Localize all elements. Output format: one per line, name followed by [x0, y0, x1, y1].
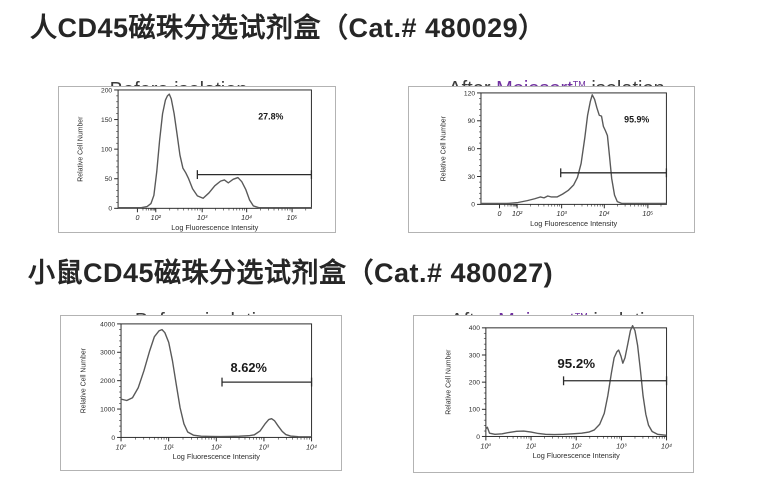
x-axis-label: Log Fluorescence Intensity	[530, 219, 617, 228]
panel-mouse-after: 0 100 200 300 400 10⁰ 10¹ 10² 10³ 10⁴ Log Fluoresc…	[413, 315, 694, 473]
x-tick-label: 10⁰	[116, 443, 127, 451]
x-tick-label: 10¹	[164, 443, 175, 451]
x-tick-label: 10²	[571, 442, 582, 450]
y-tick-label: 0	[471, 202, 475, 209]
gate-marker	[562, 376, 668, 386]
x-tick-label: 10³	[616, 442, 627, 450]
y-tick-label: 120	[464, 90, 475, 97]
y-tick-label: 3000	[100, 350, 115, 357]
x-tick-label: 10³	[259, 443, 270, 451]
histogram-curve	[485, 324, 667, 437]
y-tick-label: 150	[101, 117, 112, 124]
x-axis-label: Log Fluorescence Intensity	[173, 452, 261, 461]
percent-label: 27.8%	[258, 112, 283, 122]
plot-frame	[485, 327, 668, 437]
x-tick-label: 10¹	[526, 442, 537, 450]
y-axis-label: Relative Cell Number	[445, 349, 452, 415]
x-tick-label: 10⁴	[599, 210, 610, 218]
y-tick-label: 60	[468, 146, 476, 153]
trademark-symbol: TM	[572, 79, 586, 90]
histogram-curve	[120, 328, 312, 438]
y-tick-label: 4000	[100, 321, 115, 328]
section-title-human-cd45: 人CD45磁珠分选试剂盒（Cat.# 480029）	[30, 13, 546, 43]
x-tick-label: 10⁵	[642, 210, 653, 218]
x-tick-label: 10³	[197, 214, 208, 222]
y-tick-label: 50	[105, 176, 113, 183]
y-tick-label: 1000	[100, 406, 115, 413]
plot-frame	[480, 92, 667, 205]
percent-label: 95.9%	[624, 115, 649, 125]
plot-frame	[120, 323, 313, 438]
histogram-curve	[480, 94, 667, 205]
panel-human-after: 0 30 60 90 120 0 10² 10³ 10⁴ 10⁵ Log Fluorescence …	[408, 86, 695, 233]
percent-label: 8.62%	[231, 360, 268, 375]
gate-marker	[196, 170, 313, 180]
panel-human-before: 0 50 100 150 200 0 10² 10³ 10⁴ 10⁵ Log Fluorescenc…	[58, 86, 336, 233]
x-tick-label: 10²	[512, 210, 523, 218]
y-tick-label: 0	[476, 434, 480, 441]
x-tick-label: 10³	[557, 210, 568, 218]
y-tick-label: 30	[468, 174, 476, 181]
x-tick-label: 10²	[151, 214, 162, 222]
x-tick-label: 10⁴	[306, 443, 317, 451]
x-tick-label: 0	[135, 214, 139, 222]
x-tick-label: 10⁴	[241, 214, 252, 222]
x-axis-label: Log Fluorescence Intensity	[533, 451, 621, 460]
y-tick-label: 200	[469, 380, 480, 387]
histogram-curve	[118, 93, 312, 209]
histogram-mouse-before: 0 1000 2000 3000 4000 10⁰ 10¹ 10² 10³ 10⁴ Log Fluo…	[81, 321, 318, 461]
x-tick-label: 10²	[211, 443, 222, 451]
y-tick-label: 200	[101, 87, 112, 94]
plot-frame	[117, 89, 312, 209]
y-axis-label: Relative Cell Number	[81, 347, 88, 413]
y-tick-label: 90	[468, 118, 476, 125]
x-tick-label: 10⁴	[661, 442, 672, 450]
y-tick-label: 0	[108, 206, 112, 213]
y-tick-label: 100	[101, 147, 112, 154]
x-tick-label: 0	[498, 210, 502, 218]
section-title-mouse-cd45: 小鼠CD45磁珠分选试剂盒（Cat.# 480027)	[28, 258, 554, 288]
y-tick-label: 400	[469, 325, 480, 332]
histogram-human-after: 0 30 60 90 120 0 10² 10³ 10⁴ 10⁵ Log Fluorescence …	[440, 90, 668, 228]
gate-marker	[560, 168, 668, 178]
y-axis-label: Relative Cell Number	[440, 115, 447, 181]
x-axis-label: Log Fluorescence Intensity	[171, 223, 258, 232]
percent-label: 95.2%	[557, 356, 595, 371]
x-tick-label: 10⁵	[287, 214, 298, 222]
gate-marker	[221, 377, 313, 387]
y-axis-label: Relative Cell Number	[78, 116, 85, 182]
histogram-mouse-after: 0 100 200 300 400 10⁰ 10¹ 10² 10³ 10⁴ Log Fluoresc…	[445, 324, 672, 460]
y-tick-label: 100	[469, 407, 480, 414]
histogram-human-before: 0 50 100 150 200 0 10² 10³ 10⁴ 10⁵ Log Fluorescenc…	[78, 87, 313, 232]
y-tick-label: 2000	[100, 378, 115, 385]
y-tick-label: 0	[111, 435, 115, 442]
panel-mouse-before: 0 1000 2000 3000 4000 10⁰ 10¹ 10² 10³ 10⁴ Log Fluo…	[60, 315, 342, 471]
y-tick-label: 300	[469, 352, 480, 359]
x-tick-label: 10⁰	[480, 442, 491, 450]
